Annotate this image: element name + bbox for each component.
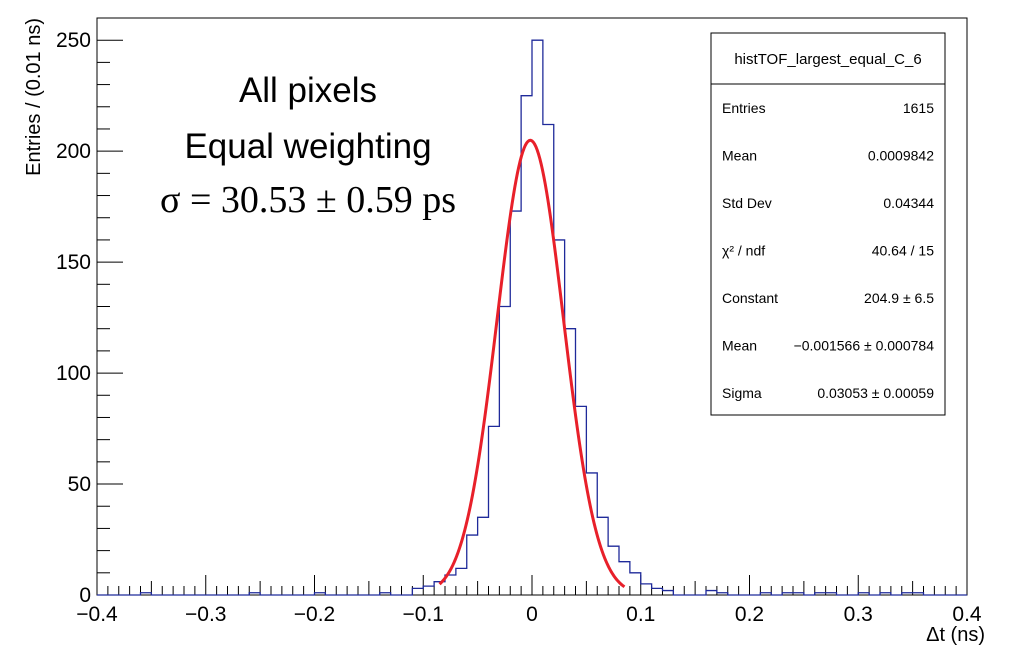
y-axis-title: Entries / (0.01 ns) xyxy=(23,18,45,176)
stats-row-label: Mean xyxy=(722,338,757,354)
y-tick-label: 0 xyxy=(79,584,91,607)
x-tick-label: 0 xyxy=(526,603,538,626)
y-tick-label: 200 xyxy=(56,140,91,163)
stats-row-label: Std Dev xyxy=(722,195,772,211)
x-tick-label: −0.3 xyxy=(185,603,226,626)
stats-row-label: Entries xyxy=(722,100,766,116)
stats-row-value: 1615 xyxy=(903,100,934,116)
histogram-series xyxy=(97,39,967,596)
x-tick-label: 0.2 xyxy=(735,603,764,626)
y-tick-label: 100 xyxy=(56,362,91,385)
stats-row-value: 0.04344 xyxy=(883,195,934,211)
stats-row-label: Constant xyxy=(722,290,778,306)
stats-title: histTOF_largest_equal_C_6 xyxy=(734,51,921,68)
gaussian-fit-curve xyxy=(438,138,626,589)
stats-row-label: Mean xyxy=(722,148,757,164)
y-axis: 0 50 100 150 200 250 xyxy=(56,17,123,607)
stats-box: histTOF_largest_equal_C_6 Entries 1615 Mea… xyxy=(710,32,946,416)
x-tick-label: 0.3 xyxy=(844,603,873,626)
y-tick-label: 150 xyxy=(56,251,91,274)
stats-row-value: −0.001566 ± 0.000784 xyxy=(794,338,935,354)
x-tick-label: −0.2 xyxy=(294,603,335,626)
x-tick-label: −0.1 xyxy=(403,603,444,626)
x-axis: −0.4 −0.3 −0.2 −0.1 0 0.1 0.2 0.3 0.4 xyxy=(76,575,982,626)
y-tick-label: 250 xyxy=(56,29,91,52)
stats-row-label: χ² / ndf xyxy=(722,243,765,259)
stats-row-value: 0.0009842 xyxy=(868,148,934,164)
x-tick-label: 0.1 xyxy=(626,603,655,626)
stats-row-value: 0.03053 ± 0.00059 xyxy=(817,385,934,401)
x-axis-title: Δt (ns) xyxy=(926,624,985,646)
annotation-sigma: σ = 30.53 ± 0.59 ps xyxy=(160,179,456,221)
annotation-line-1: All pixels xyxy=(239,71,377,110)
annotation-line-2: Equal weighting xyxy=(184,127,431,166)
stats-row-value: 40.64 / 15 xyxy=(872,243,934,259)
stats-row-label: Sigma xyxy=(722,385,762,401)
stats-row-value: 204.9 ± 6.5 xyxy=(864,290,934,306)
x-tick-label: −0.4 xyxy=(76,603,118,626)
y-tick-label: 50 xyxy=(68,473,91,496)
x-tick-label: 0.4 xyxy=(952,603,982,626)
